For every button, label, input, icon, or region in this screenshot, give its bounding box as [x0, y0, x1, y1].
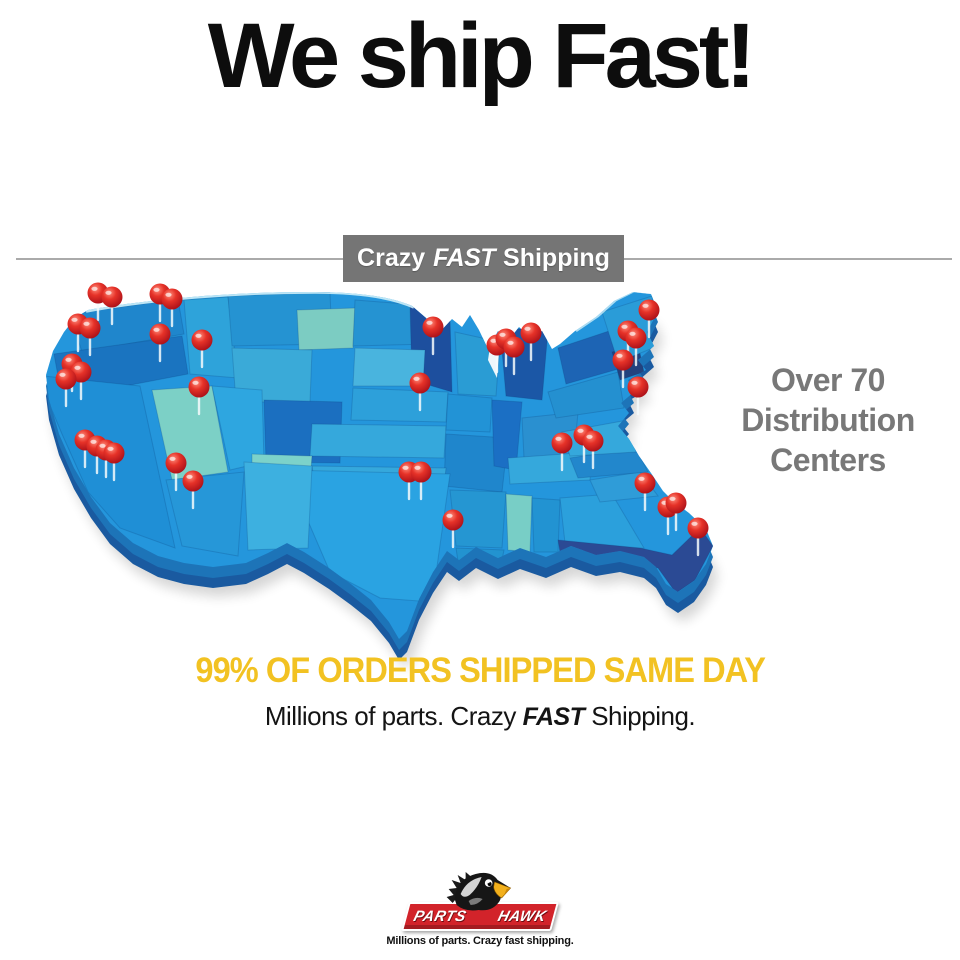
map-pin — [182, 470, 204, 510]
banner-word-fast: FAST — [433, 244, 496, 272]
sub-prefix: Millions of parts. Crazy — [264, 701, 516, 731]
map-pin — [582, 430, 604, 470]
map-pin — [188, 376, 210, 416]
map-pin — [55, 368, 77, 408]
main-title: We ship Fast! — [207, 5, 756, 107]
map-pin — [551, 432, 573, 472]
map-pin — [687, 517, 709, 557]
map-pin — [101, 286, 123, 326]
map-pin — [520, 322, 542, 362]
distribution-centers-note: Over 70 Distribution Centers — [712, 360, 944, 480]
map-pin — [149, 323, 171, 363]
note-line-3: Centers — [770, 442, 886, 478]
map-pin — [627, 376, 649, 416]
map-pin — [79, 317, 101, 357]
partshawk-logo: PARTS HAWK Millions of parts. Crazy fast… — [360, 872, 600, 947]
sub-suffix: Shipping. — [591, 701, 696, 731]
hawk-head-icon — [446, 872, 512, 911]
map-pin — [422, 316, 444, 356]
note-line-2: Distribution — [741, 402, 915, 438]
sub-headline: Millions of parts. Crazy FAST Shipping. — [0, 701, 960, 732]
map-pin — [103, 442, 125, 482]
map-pin — [665, 492, 687, 532]
logo-tagline: Millions of parts. Crazy fast shipping. — [386, 935, 574, 947]
map-pin — [638, 299, 660, 339]
note-line-1: Over 70 — [771, 362, 885, 398]
map-pin — [634, 472, 656, 512]
map-pin — [409, 372, 431, 412]
map-pin — [612, 349, 634, 389]
map-pin — [191, 329, 213, 369]
shipping-banner: Crazy FAST Shipping — [343, 235, 624, 282]
map-pin — [165, 452, 187, 492]
map-pin — [410, 461, 432, 501]
banner-word-shipping: Shipping — [503, 244, 610, 272]
map-pin — [70, 361, 92, 401]
sub-fast: FAST — [522, 703, 585, 731]
location-pins — [55, 282, 709, 557]
banner-word-crazy: Crazy — [357, 244, 426, 272]
map-pin — [503, 336, 525, 376]
map-body — [46, 282, 718, 669]
map-pin — [161, 288, 183, 328]
same-day-headline: 99% OF ORDERS SHIPPED SAME DAY — [195, 651, 766, 690]
map-pin — [625, 327, 647, 367]
map-pin — [442, 509, 464, 549]
